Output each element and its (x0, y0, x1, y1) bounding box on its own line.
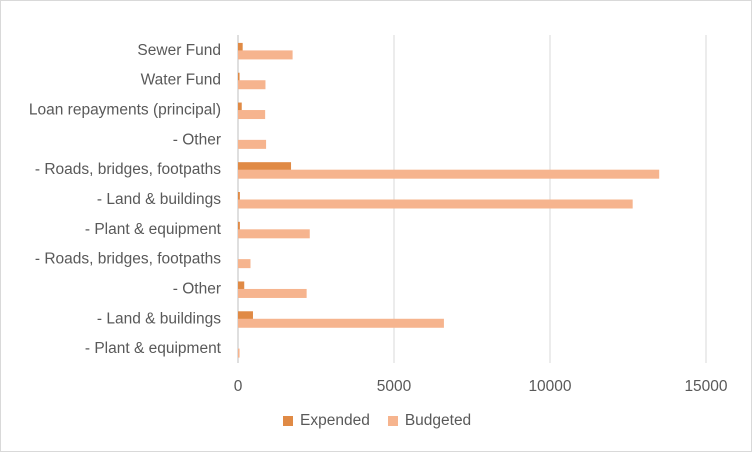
x-tick-label: 0 (234, 378, 243, 395)
category-label: - Other (173, 280, 221, 297)
bar-budgeted (238, 110, 266, 120)
bar-budgeted (238, 229, 310, 239)
bars (238, 42, 660, 358)
category-label: - Roads, bridges, footpaths (35, 251, 221, 268)
legend-swatch-budgeted (387, 416, 398, 426)
bar-expended (238, 281, 245, 291)
category-label: - Land & buildings (97, 191, 221, 208)
x-tick-label: 10000 (528, 378, 571, 395)
bar-expended (238, 42, 243, 52)
category-label: - Plant & equipment (85, 221, 222, 238)
bar-budgeted (238, 259, 251, 269)
bar-expended (238, 221, 240, 231)
category-label: - Roads, bridges, footpaths (35, 161, 221, 178)
bar-budgeted (238, 169, 660, 179)
bar-expended (238, 311, 253, 321)
category-label: Sewer Fund (137, 42, 221, 59)
bar-expended (238, 102, 242, 112)
bar-budgeted (238, 318, 444, 328)
legend: Expended Budgeted (283, 410, 471, 432)
x-tick-label: 15000 (684, 378, 727, 395)
gridlines (237, 35, 707, 363)
legend-item-expended: Expended (283, 412, 370, 430)
bar-expended (238, 162, 292, 172)
bar-budgeted (238, 348, 240, 358)
bar-budgeted (238, 80, 266, 90)
category-label: - Other (173, 131, 221, 148)
x-tick-labels: 0 5000 10000 15000 (234, 378, 728, 395)
bar-budgeted (238, 139, 267, 149)
category-label: Water Fund (141, 72, 221, 89)
bar-expended (238, 72, 240, 82)
category-label: - Plant & equipment (85, 340, 222, 357)
bar-expended (238, 192, 240, 201)
legend-swatch-expended (283, 416, 293, 426)
x-tick-label: 5000 (377, 378, 412, 395)
category-label: - Land & buildings (97, 310, 221, 327)
bar-budgeted (238, 199, 633, 209)
legend-item-budgeted: Budgeted (387, 412, 472, 430)
legend-label-budgeted: Budgeted (404, 412, 472, 429)
category-label: Loan repayments (principal) (29, 102, 221, 119)
category-labels: Sewer Fund Water Fund Loan repayments (pri… (29, 42, 222, 357)
bar-budgeted (238, 50, 293, 60)
legend-label-expended: Expended (300, 412, 370, 429)
bar-budgeted (238, 288, 307, 298)
